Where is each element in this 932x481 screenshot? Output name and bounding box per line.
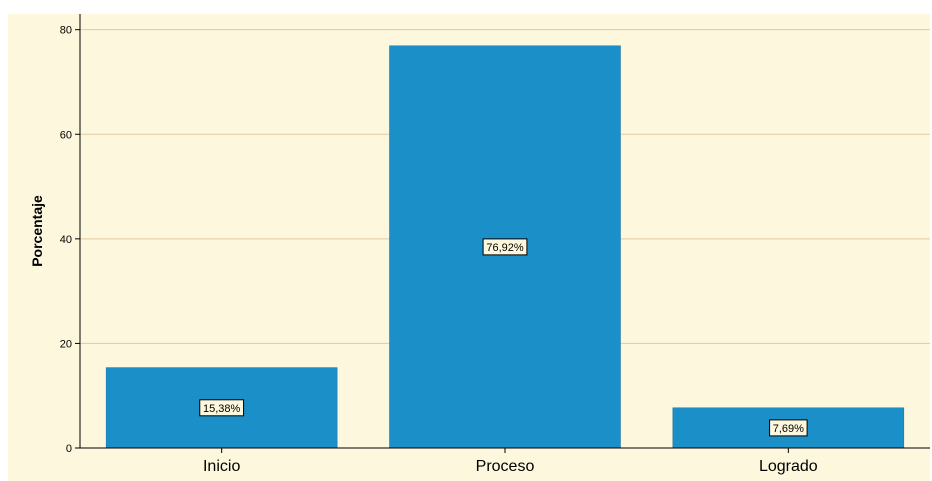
data-labels: 15,38% 76,92% 7,69% xyxy=(199,238,808,437)
y-axis-label: Porcentaje xyxy=(29,195,45,267)
y-tick-labels: 0 20 40 60 80 xyxy=(60,25,80,455)
y-tick-label-80: 80 xyxy=(60,25,72,37)
y-tick-label-60: 60 xyxy=(60,129,72,141)
data-label-text: 15,38% xyxy=(203,403,241,415)
data-label-text: 76,92% xyxy=(486,242,524,254)
y-tick-label-0: 0 xyxy=(66,443,72,455)
data-label-proceso: 76,92% xyxy=(482,238,528,256)
data-label-box xyxy=(482,238,528,256)
x-tick-label-proceso: Proceso xyxy=(476,458,535,475)
y-tick-label-40: 40 xyxy=(60,234,72,246)
data-label-logrado: 7,69% xyxy=(769,419,808,437)
y-tick-label-20: 20 xyxy=(60,338,72,350)
x-tick-labels: Inicio Proceso Logrado xyxy=(203,448,818,475)
data-label-box xyxy=(199,399,245,417)
data-label-box xyxy=(769,419,808,437)
x-tick-label-inicio: Inicio xyxy=(203,458,240,475)
x-tick-label-logrado: Logrado xyxy=(759,458,818,475)
data-label-inicio: 15,38% xyxy=(199,399,245,417)
data-label-text: 7,69% xyxy=(773,423,804,435)
